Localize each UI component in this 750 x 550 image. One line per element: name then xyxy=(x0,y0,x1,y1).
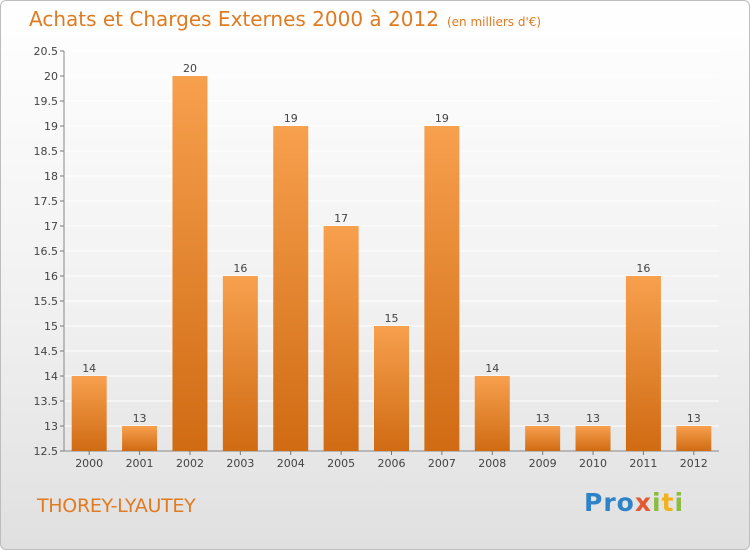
chart-title-text: Achats et Charges Externes 2000 à 2012 xyxy=(29,7,439,31)
x-tick-label: 2000 xyxy=(75,457,103,470)
data-label: 20 xyxy=(183,62,197,75)
y-tick-label: 12.5 xyxy=(34,445,59,458)
data-labels: 14 13 20 16 19 17 15 19 14 13 13 16 13 xyxy=(82,62,701,425)
data-label: 19 xyxy=(284,112,298,125)
y-tick-label: 18.5 xyxy=(34,145,59,158)
x-tick-label: 2010 xyxy=(579,457,607,470)
bar xyxy=(172,76,208,451)
proxiti-logo: Proxiti xyxy=(584,488,684,517)
y-tick-label: 17 xyxy=(44,220,58,233)
bars xyxy=(71,76,712,451)
bar xyxy=(222,276,258,451)
x-tick-label: 2008 xyxy=(478,457,506,470)
y-tick-label: 16.5 xyxy=(34,245,59,258)
bar xyxy=(575,426,611,451)
y-tick-label: 18 xyxy=(44,170,58,183)
x-tick-label: 2001 xyxy=(126,457,154,470)
bar xyxy=(525,426,561,451)
bar xyxy=(122,426,158,451)
y-tick-label: 20 xyxy=(44,70,58,83)
x-axis: 2000 2001 2002 2003 2004 2005 2006 2007 2008 2009… xyxy=(75,451,708,470)
data-label: 13 xyxy=(133,412,147,425)
data-label: 14 xyxy=(82,362,96,375)
y-tick-label: 13.5 xyxy=(34,395,59,408)
bar xyxy=(273,126,309,451)
y-tick-label: 19 xyxy=(44,120,58,133)
bar xyxy=(474,376,510,451)
data-label: 13 xyxy=(586,412,600,425)
y-tick-label: 15.5 xyxy=(34,295,59,308)
logo-part-5: i xyxy=(674,488,685,517)
data-label: 14 xyxy=(485,362,499,375)
logo-part-3: i xyxy=(651,488,662,517)
logo-part-1: Pro xyxy=(584,488,635,517)
x-tick-label: 2007 xyxy=(428,457,456,470)
x-tick-label: 2004 xyxy=(277,457,305,470)
x-tick-label: 2012 xyxy=(680,457,708,470)
bar xyxy=(71,376,107,451)
y-tick-label: 14.5 xyxy=(34,345,59,358)
y-tick-label: 14 xyxy=(44,370,58,383)
x-tick-label: 2002 xyxy=(176,457,204,470)
x-tick-label: 2003 xyxy=(226,457,254,470)
bar xyxy=(323,226,359,451)
logo-part-4: t xyxy=(661,488,675,517)
y-tick-label: 20.5 xyxy=(34,45,59,58)
y-tick-label: 19.5 xyxy=(34,95,59,108)
data-label: 13 xyxy=(536,412,550,425)
data-label: 13 xyxy=(687,412,701,425)
data-label: 16 xyxy=(636,262,650,275)
data-label: 16 xyxy=(233,262,247,275)
chart-title: Achats et Charges Externes 2000 à 2012 (e… xyxy=(29,7,541,31)
data-label: 15 xyxy=(385,312,399,325)
y-tick-label: 13 xyxy=(44,420,58,433)
x-tick-label: 2005 xyxy=(327,457,355,470)
y-tick-label: 17.5 xyxy=(34,195,59,208)
y-tick-label: 15 xyxy=(44,320,58,333)
chart-subtitle: (en milliers d'€) xyxy=(446,15,542,29)
bar xyxy=(625,276,661,451)
bar xyxy=(424,126,460,451)
place-name: THOREY-LYAUTEY xyxy=(37,495,196,517)
bar xyxy=(676,426,712,451)
x-tick-label: 2009 xyxy=(529,457,557,470)
bar xyxy=(374,326,409,451)
x-tick-label: 2006 xyxy=(378,457,406,470)
logo-part-2: x xyxy=(634,488,652,517)
data-label: 17 xyxy=(334,212,348,225)
data-label: 19 xyxy=(435,112,449,125)
x-tick-label: 2011 xyxy=(629,457,657,470)
y-tick-label: 16 xyxy=(44,270,58,283)
